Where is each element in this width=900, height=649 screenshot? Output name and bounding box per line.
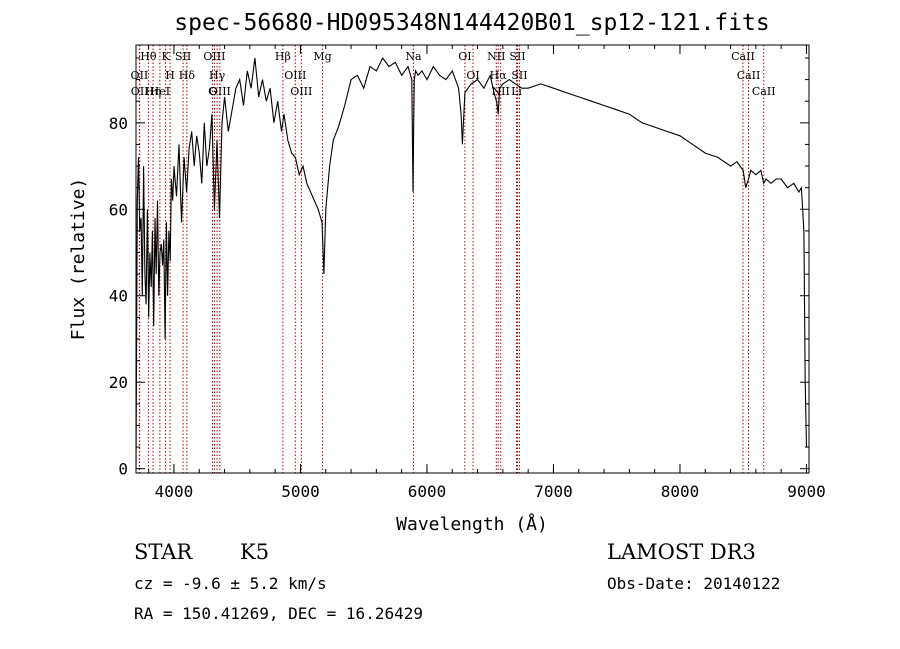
y-tick-label: 80 — [109, 114, 128, 133]
plot-frame — [135, 44, 810, 474]
line-marker-label: Li — [511, 85, 522, 98]
line-marker-label: SII — [509, 50, 525, 63]
line-marker-label: Na — [405, 50, 422, 63]
line-marker-label: H — [165, 69, 175, 82]
coordinates: RA = 150.41269, DEC = 16.26429 — [134, 604, 423, 623]
line-marker-label: Hβ — [275, 50, 291, 63]
subclass: K5 — [240, 540, 270, 564]
chart-title: spec-56680-HD095348N144420B01_sp12-121.f… — [174, 10, 769, 36]
y-tick-label: 60 — [109, 200, 128, 219]
line-marker-label: Mg — [313, 50, 331, 63]
line-marker-label: SII — [511, 69, 527, 82]
line-marker-label: Hδ — [179, 69, 196, 82]
axis-ticks: 4000 5000 6000 7000 8000 9000 0 20 40 60 80 — [109, 45, 826, 501]
x-tick-label: 6000 — [408, 482, 447, 501]
redshift-readout: cz = -9.6 ± 5.2 km/s — [134, 574, 327, 593]
y-tick-label: 0 — [118, 460, 128, 479]
line-marker-label: OIII — [209, 85, 231, 98]
line-marker-labels: HθOIIOIIHηHeIKHSIIHδOIIIHγGOIIIHβOIIIOII… — [131, 50, 776, 98]
line-marker-label: CaII — [731, 50, 755, 63]
line-marker-label: OI — [458, 50, 471, 63]
line-marker-label: OII — [131, 85, 149, 98]
object-class: STAR — [134, 540, 193, 564]
x-axis-label: Wavelength (Å) — [396, 513, 548, 535]
line-marker-label: K — [161, 50, 170, 63]
obs-date: Obs-Date: 20140122 — [607, 574, 781, 593]
line-marker-label: OIII — [203, 50, 225, 63]
x-tick-label: 5000 — [281, 482, 320, 501]
line-marker-label: HeI — [150, 85, 170, 98]
line-marker-label: OIII — [290, 85, 312, 98]
line-marker-label: Hθ — [140, 50, 157, 63]
x-tick-label: 7000 — [534, 482, 573, 501]
line-marker-label: CaII — [752, 85, 776, 98]
line-marker-label: Hη — [145, 85, 161, 98]
line-marker-label: Hγ — [209, 69, 226, 82]
line-marker-label: OI — [466, 69, 479, 82]
line-marker-label: SII — [175, 50, 191, 63]
line-marker-label: CaII — [737, 69, 761, 82]
line-markers — [138, 45, 765, 473]
y-tick-label: 20 — [109, 373, 128, 392]
x-tick-label: 8000 — [661, 482, 700, 501]
line-marker-label: OIII — [284, 69, 306, 82]
line-marker-label: OII — [131, 69, 149, 82]
y-tick-label: 40 — [109, 287, 128, 306]
x-tick-label: 9000 — [787, 482, 826, 501]
line-marker-label: G — [208, 85, 217, 98]
line-marker-label: Hα — [490, 69, 508, 82]
spectrum-series-line — [135, 56, 808, 469]
x-tick-label: 4000 — [155, 482, 194, 501]
line-marker-label: NII — [492, 85, 510, 98]
survey-name: LAMOST DR3 — [607, 540, 756, 564]
y-axis-label: Flux (relative) — [68, 178, 89, 341]
line-marker-label: NII — [487, 50, 505, 63]
